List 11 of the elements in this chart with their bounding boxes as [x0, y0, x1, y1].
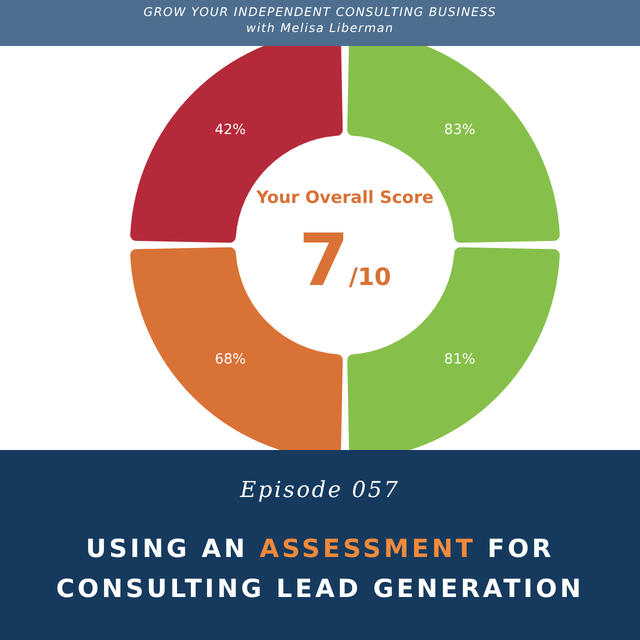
text: 81% — [444, 351, 476, 368]
text: Episode 057 — [238, 478, 401, 503]
text: 83% — [444, 122, 476, 138]
text: 7 — [298, 218, 349, 302]
chart-title: USING AN ASSESSMENT FOR CONSULTING LEAD GENERATION — [56, 534, 584, 603]
text: /10 — [348, 263, 392, 291]
text: Your Overall Score — [255, 188, 435, 208]
text: with Melisa Liberman — [245, 20, 395, 36]
text: 42% — [214, 122, 246, 138]
text: 68% — [214, 351, 246, 368]
text: GROW YOUR INDEPENDENT CONSULTING BUSINESS — [142, 4, 498, 20]
